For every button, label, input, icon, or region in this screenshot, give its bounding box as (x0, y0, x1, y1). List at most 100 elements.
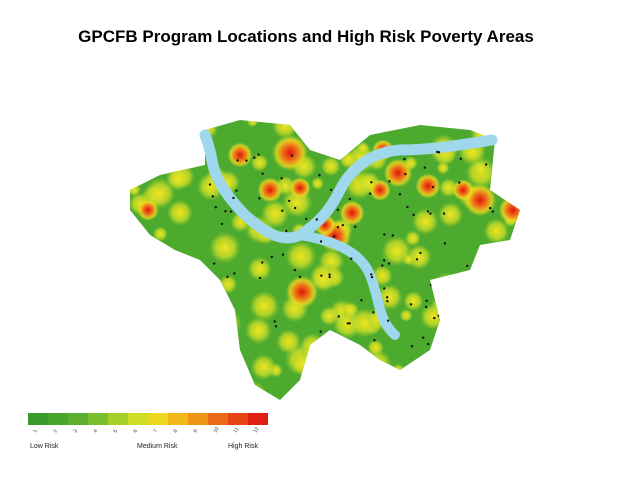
legend-label: Low Risk (30, 443, 59, 450)
risk-blob (399, 308, 413, 322)
program-location (199, 315, 202, 319)
program-location (497, 156, 500, 159)
risk-blob (404, 230, 421, 247)
program-location (406, 205, 409, 209)
program-location (280, 177, 283, 180)
program-location (319, 330, 322, 333)
legend-tick: 9 (193, 428, 200, 434)
risk-hotspot (272, 135, 308, 171)
risk-blob (214, 358, 232, 376)
risk-blob (135, 133, 160, 159)
map-title: GPCFB Program Locations and High Risk Po… (78, 27, 534, 46)
program-location (452, 284, 455, 288)
legend-swatch (148, 413, 168, 425)
risk-blob (466, 266, 486, 286)
program-location (350, 257, 353, 260)
risk-blob (493, 380, 507, 394)
risk-blob (315, 340, 336, 361)
legend-label: High Risk (228, 443, 258, 450)
risk-hotspot (285, 275, 319, 309)
river (199, 129, 306, 244)
legend-swatch (168, 413, 188, 425)
program-location (320, 274, 323, 277)
risk-blob (437, 201, 464, 228)
risk-blob (358, 376, 374, 393)
program-location (330, 188, 333, 192)
risk-blob (411, 207, 439, 235)
map (130, 120, 520, 400)
risk-blob (507, 130, 520, 152)
program-location (480, 262, 483, 265)
program-location (433, 316, 436, 320)
program-location (281, 209, 284, 212)
program-location (381, 264, 384, 267)
program-location (233, 272, 236, 275)
legend-swatch (188, 413, 208, 425)
risk-blob (472, 160, 489, 177)
risk-blob (285, 240, 317, 272)
risk-blob (419, 303, 447, 331)
program-location (383, 233, 386, 236)
program-location (452, 280, 455, 283)
program-location (496, 189, 500, 193)
risk-blob (490, 247, 507, 263)
program-location (257, 153, 260, 156)
risk-blob (391, 363, 405, 377)
legend-swatch (128, 413, 148, 425)
risk-hotspot (369, 179, 391, 201)
legend-tick: 8 (173, 428, 180, 434)
river (294, 134, 498, 241)
program-location (207, 316, 210, 320)
program-location (383, 259, 386, 262)
program-location (211, 195, 214, 198)
risk-blob (319, 306, 340, 326)
program-location (427, 342, 430, 346)
risk-blob (356, 141, 370, 155)
risk-blob (454, 328, 482, 355)
program-location (370, 273, 373, 276)
program-location (285, 229, 288, 233)
program-location (387, 262, 391, 265)
risk-blob (244, 317, 272, 345)
legend-swatch (228, 413, 248, 425)
program-location (426, 210, 430, 213)
program-location (410, 344, 414, 348)
program-location (431, 185, 435, 189)
program-location (315, 218, 318, 221)
risk-blob (403, 290, 424, 312)
risk-blob (145, 322, 174, 351)
program-location (372, 311, 375, 314)
risk-blob (250, 153, 269, 172)
program-location (459, 157, 463, 161)
risk-blob (204, 330, 236, 362)
legend-label: Medium Risk (137, 443, 178, 450)
risk-blob (152, 226, 168, 242)
program-location (318, 173, 321, 177)
risk-blob (367, 339, 384, 356)
risk-blob (433, 272, 461, 300)
program-location (404, 172, 407, 176)
risk-blob (208, 231, 241, 264)
risk-blob (454, 285, 479, 311)
program-location (419, 251, 422, 255)
risk-blob (200, 293, 216, 309)
risk-blob (166, 199, 194, 226)
risk-blob (166, 137, 179, 150)
legend-tick: 1 (33, 428, 40, 434)
program-location (346, 322, 349, 325)
program-location (298, 275, 302, 278)
rivers (199, 129, 498, 340)
program-location (354, 225, 357, 228)
legend-swatch (88, 413, 108, 425)
program-location (398, 193, 402, 196)
program-location (488, 206, 492, 210)
risk-blob (152, 390, 169, 400)
risk-blob (137, 322, 164, 349)
program-location (258, 197, 261, 200)
risk-blob (130, 284, 139, 302)
program-location (391, 234, 395, 237)
program-location (442, 285, 445, 288)
risk-blob (491, 323, 513, 345)
